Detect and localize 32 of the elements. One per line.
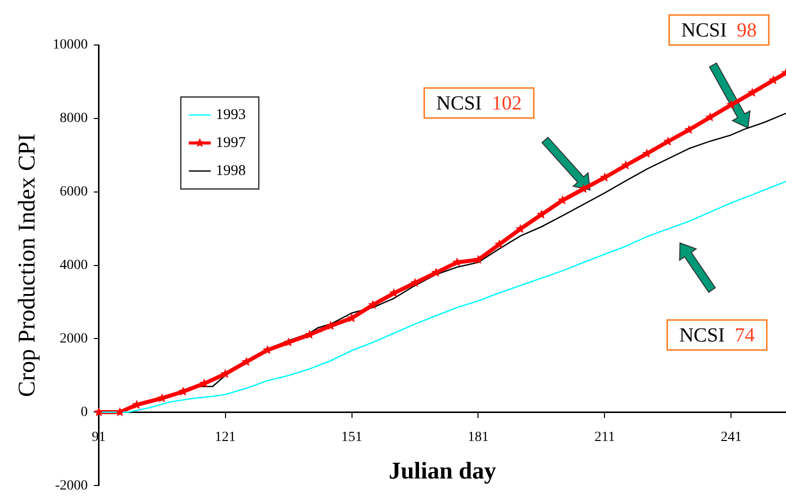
y-tick-label: 6000: [60, 184, 88, 200]
y-tick-label: 8000: [60, 111, 88, 126]
x-tick-label: 121: [214, 430, 236, 446]
x-tick-label: 211: [594, 430, 615, 446]
point: [726, 100, 736, 109]
annotation: NCSI 74: [679, 324, 755, 346]
y-tick-label: 2000: [60, 331, 88, 346]
legend-label: 1998: [216, 162, 246, 179]
x-axis-title: Julian day: [388, 458, 496, 485]
point: [326, 320, 336, 330]
y-tick-label: 10000: [52, 38, 88, 53]
y-axis-title: Crop Production Index CPI: [14, 134, 41, 397]
y-tick-label: 4000: [60, 258, 88, 273]
point: [473, 254, 483, 264]
point: [600, 172, 610, 182]
point: [578, 184, 588, 193]
x-tick-label: 181: [468, 430, 489, 446]
point: [452, 257, 462, 266]
text: NCSI 98: [681, 19, 757, 42]
y-tick-label: -2000: [55, 478, 88, 494]
annotation: NCSI 102: [436, 92, 522, 114]
point: [178, 386, 188, 396]
x-tick-label: 241: [720, 430, 742, 446]
legend-label: 1997: [216, 134, 246, 151]
legend-label: 1993: [216, 106, 246, 123]
point: [199, 378, 209, 388]
point: [132, 400, 142, 409]
point: [494, 239, 504, 248]
y-tick-label: 0: [80, 404, 88, 420]
x-tick-label: 151: [341, 430, 362, 446]
point: [115, 407, 125, 416]
point: [94, 407, 104, 416]
